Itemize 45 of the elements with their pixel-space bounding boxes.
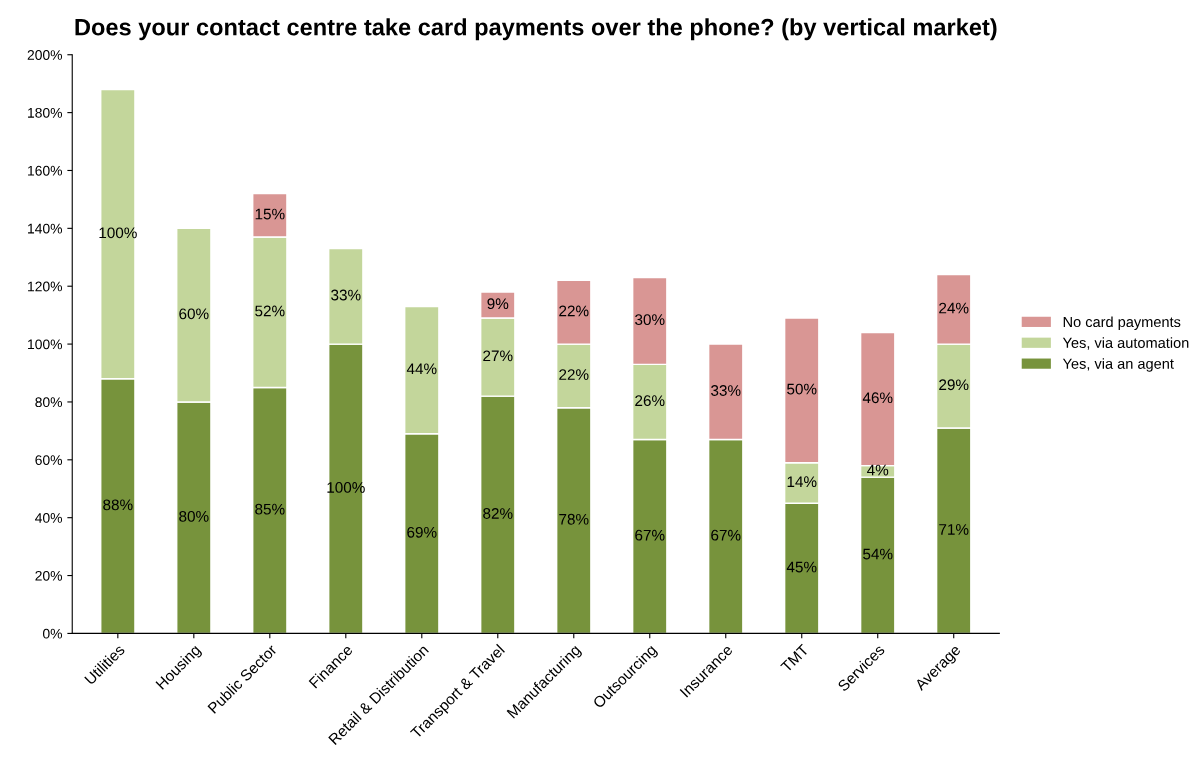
data-label: 29%	[939, 379, 969, 391]
data-label: 88%	[103, 499, 133, 511]
data-label: 15%	[255, 208, 285, 220]
y-tick-label: 120%	[28, 281, 63, 292]
data-label: 50%	[787, 383, 817, 395]
y-tick-label: 80%	[35, 397, 63, 408]
data-label: 22%	[559, 305, 589, 317]
data-label: 30%	[635, 314, 665, 326]
y-tick-label: 40%	[35, 513, 63, 523]
data-label: 69%	[407, 526, 437, 538]
data-label: 33%	[331, 289, 361, 301]
y-tick-label: 20%	[35, 570, 63, 581]
data-label: 9%	[487, 298, 509, 310]
data-label: 33%	[711, 385, 741, 396]
legend-label: Yes, via automation	[1062, 337, 1189, 350]
y-tick-label: 140%	[28, 223, 63, 234]
data-label: 4%	[867, 464, 889, 476]
data-label: 14%	[787, 476, 817, 487]
data-label: 67%	[711, 529, 741, 541]
data-label: 60%	[179, 308, 209, 320]
legend-label: No card payments	[1063, 316, 1181, 330]
y-tick-label: 100%	[28, 339, 63, 350]
data-label: 78%	[559, 513, 589, 525]
data-label: 67%	[635, 529, 665, 541]
data-label: 80%	[179, 510, 209, 522]
data-label: 54%	[863, 548, 893, 560]
data-label: 46%	[862, 392, 893, 404]
chart-title: Does your contact centre take card payments over the phone? (by vertical market)	[75, 18, 997, 41]
data-label: 22%	[559, 369, 589, 380]
y-tick-label: 0%	[42, 628, 63, 639]
y-tick-label: 160%	[28, 165, 63, 176]
y-tick-label: 60%	[35, 455, 63, 465]
data-label: 100%	[99, 227, 137, 239]
data-label: 71%	[939, 524, 969, 535]
data-label: 45%	[786, 561, 817, 573]
data-label: 52%	[255, 305, 285, 317]
data-label: 26%	[635, 395, 665, 407]
data-label: 85%	[255, 503, 285, 515]
y-tick-label: 200%	[27, 50, 63, 60]
data-label: 44%	[406, 363, 437, 375]
data-label: 27%	[483, 350, 513, 362]
legend-label: Yes, via an agent	[1062, 358, 1174, 372]
data-label: 24%	[939, 302, 969, 314]
y-tick-label: 180%	[28, 107, 63, 118]
data-label: 82%	[483, 508, 513, 519]
